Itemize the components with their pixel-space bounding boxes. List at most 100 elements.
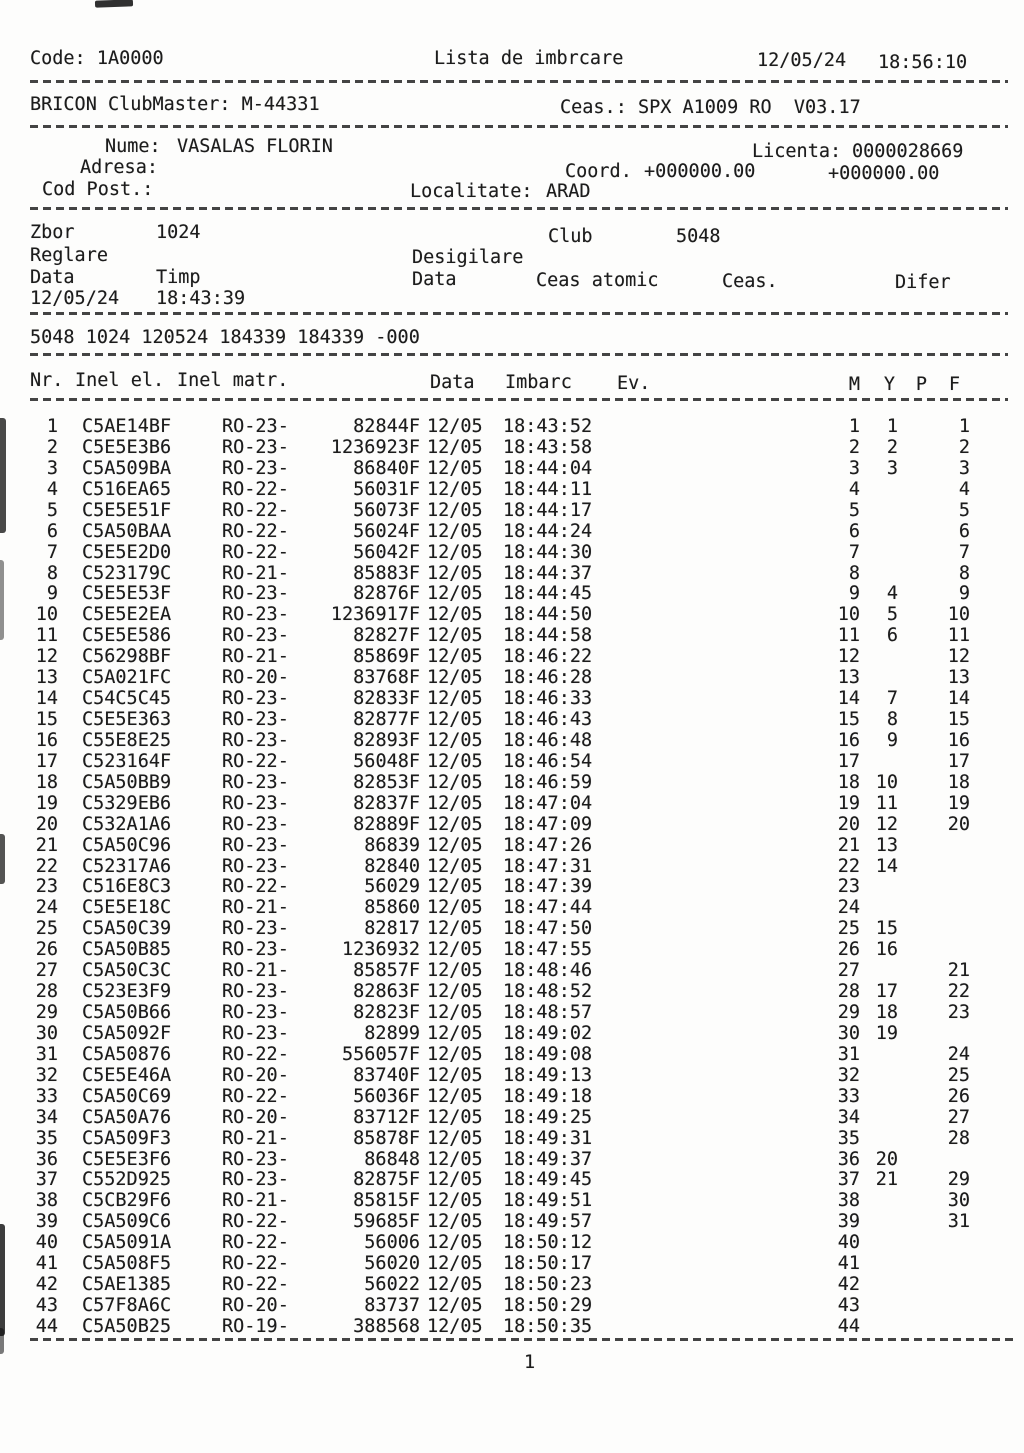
difference-label: Difer (895, 272, 951, 293)
row-date: 12/05 (427, 1232, 483, 1254)
row-date: 12/05 (427, 771, 483, 793)
row-basketing-time: 18:49:02 (503, 1022, 593, 1044)
row-ring-series: RO-23- (222, 981, 289, 1003)
locality-label: Localitate: (410, 181, 533, 202)
table-row: 33 C5A50C69 RO-22- 56036F 12/05 18:49:18… (0, 1086, 1024, 1107)
row-ring-series: RO-23- (222, 771, 289, 793)
row-basketing-time: 18:46:28 (503, 667, 593, 689)
row-ring-series: RO-23- (222, 1022, 289, 1044)
row-m-count: 35 (837, 1127, 860, 1149)
row-inel-el: C552D925 (82, 1169, 172, 1191)
table-row: 18 C5A50BB9 RO-23- 82853F 12/05 18:46:59… (0, 772, 1024, 793)
row-inel-el: C5A50B25 (82, 1315, 172, 1337)
row-y-count: 3 (886, 457, 898, 479)
col-header-m: M (848, 374, 860, 395)
row-inel-el: C516EA65 (82, 478, 172, 500)
row-y-count (862, 1295, 898, 1316)
table-row: 24 C5E5E18C RO-21- 85860 12/05 18:47:44 … (0, 897, 1024, 918)
row-date: 12/05 (427, 918, 483, 940)
row-m-count: 3 (848, 457, 860, 479)
row-y-count: 2 (886, 436, 898, 458)
unsealing-label: Desigilare (412, 247, 524, 268)
row-inel-el: C5E5E2D0 (82, 541, 172, 563)
table-row: 12 C56298BF RO-21- 85869F 12/05 18:46:22… (0, 646, 1024, 667)
row-inel-el: C5AE1385 (82, 1274, 172, 1296)
dashed-separator (30, 312, 1008, 315)
col-header-data: Data (430, 372, 475, 393)
row-ring-series: RO-22- (222, 478, 289, 500)
row-inel-el: C523164F (82, 750, 172, 772)
table-row: 11 C5E5E586 RO-23- 82827F 12/05 18:44:58… (0, 625, 1024, 646)
scan-artifact (0, 560, 4, 640)
row-basketing-time: 18:49:57 (503, 1211, 593, 1233)
table-row: 17 C523164F RO-22- 56048F 12/05 18:46:54… (0, 751, 1024, 772)
row-inel-el: C5A50C96 (82, 834, 172, 856)
row-m-count: 31 (837, 1043, 860, 1065)
row-m-count: 19 (837, 792, 860, 814)
row-nr: 44 (35, 1315, 58, 1337)
row-y-count (862, 1107, 898, 1128)
row-ring-series: RO-22- (222, 1274, 289, 1296)
row-inel-el: C5A50B66 (82, 1002, 172, 1024)
setting-label: Reglare (30, 245, 108, 266)
club-label: Club (548, 226, 593, 247)
row-date: 12/05 (427, 1295, 483, 1317)
row-ring-series: RO-21- (222, 1127, 289, 1149)
row-ring-series: RO-22- (222, 1253, 289, 1275)
row-inel-matr: 82844F (353, 416, 420, 437)
row-date: 12/05 (427, 1064, 483, 1086)
row-nr: 30 (35, 1022, 58, 1044)
row-basketing-time: 18:46:54 (503, 750, 593, 772)
row-date: 12/05 (427, 855, 483, 877)
row-m-count: 30 (837, 1022, 860, 1044)
row-y-count (862, 1253, 898, 1274)
row-y-count (862, 1086, 898, 1107)
row-f-count: 21 (947, 960, 970, 982)
setting-time: 18:43:39 (156, 288, 246, 309)
row-inel-el: C5329EB6 (82, 792, 172, 814)
device-label: BRICON ClubMaster: M-44331 (30, 94, 320, 115)
table-row: 42 C5AE1385 RO-22- 56022 12/05 18:50:23 … (0, 1274, 1024, 1295)
row-f-count: 25 (947, 1064, 970, 1086)
row-date: 12/05 (427, 1190, 483, 1212)
row-m-count: 6 (848, 520, 860, 542)
row-ring-series: RO-21- (222, 960, 289, 982)
row-inel-matr: 1236932 (342, 939, 420, 961)
row-inel-el: C5A50B85 (82, 939, 172, 961)
row-m-count: 12 (837, 646, 860, 668)
row-f-count (934, 1023, 970, 1044)
row-inel-el: C5E5E51F (82, 499, 172, 521)
row-basketing-time: 18:50:29 (503, 1295, 593, 1317)
row-m-count: 33 (837, 1085, 860, 1107)
col-header-inel-el: Inel el. (75, 370, 165, 391)
row-nr: 2 (46, 436, 58, 458)
row-inel-matr: 56048F (353, 750, 420, 772)
row-y-count: 9 (886, 729, 898, 751)
row-basketing-time: 18:50:35 (503, 1315, 593, 1337)
row-f-count (934, 918, 970, 939)
row-f-count (934, 1149, 970, 1170)
row-y-count (862, 667, 898, 688)
row-inel-matr: 56024F (353, 520, 420, 542)
row-m-count: 43 (837, 1295, 860, 1317)
row-basketing-time: 18:44:58 (503, 625, 593, 647)
row-ring-series: RO-21- (222, 646, 289, 668)
table-row: 32 C5E5E46A RO-20- 83740F 12/05 18:49:13… (0, 1065, 1024, 1086)
row-inel-el: C5A50BB9 (82, 771, 172, 793)
row-f-count: 28 (947, 1127, 970, 1149)
row-f-count: 5 (958, 499, 970, 521)
table-row: 36 C5E5E3F6 RO-23- 86848 12/05 18:49:37 … (0, 1149, 1024, 1170)
row-date: 12/05 (427, 457, 483, 479)
table-row: 23 C516E8C3 RO-22- 56029 12/05 18:47:39 … (0, 876, 1024, 897)
dashed-separator (30, 1338, 1015, 1341)
row-nr: 4 (46, 478, 58, 500)
scan-artifact (0, 1328, 4, 1354)
row-inel-el: C5A5091A (82, 1232, 172, 1254)
row-nr: 37 (35, 1169, 58, 1191)
row-y-count (862, 1274, 898, 1295)
row-inel-matr: 82840 (364, 855, 420, 877)
row-m-count: 37 (837, 1169, 860, 1191)
row-inel-matr: 82877F (353, 709, 420, 731)
row-y-count (862, 1128, 898, 1149)
